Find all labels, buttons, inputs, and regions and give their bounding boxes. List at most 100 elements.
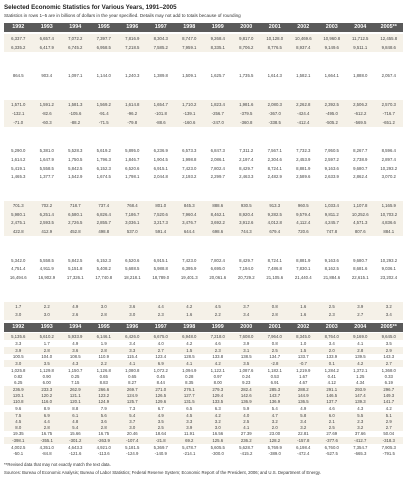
table-cell: -389.0 xyxy=(268,451,281,456)
table-cell: 10,960.8 xyxy=(323,36,341,41)
table-cell: 1,094.9 xyxy=(182,368,197,374)
subtitle: Statistics in rows 1–5 are in billions o… xyxy=(4,13,241,18)
table-cell: -84.8 xyxy=(41,451,52,456)
table-cell: 1,025.8 xyxy=(11,368,26,374)
table-cell: 8.9 xyxy=(43,405,50,411)
table-cell: 9,579.4 xyxy=(296,211,311,217)
table-cell: 4.34 xyxy=(356,380,365,386)
table-cell: 4.3 xyxy=(72,361,79,367)
table-cell: 7,964.0 xyxy=(267,334,282,339)
table-cell: 4.2 xyxy=(214,412,221,418)
table-cell: 133.9 xyxy=(326,354,338,360)
table-cell: 1,569.2 xyxy=(96,102,111,108)
table-cell: 6.0 xyxy=(328,412,335,418)
table-cell: 5,610.2 xyxy=(39,334,54,339)
table-cell: -791.5 xyxy=(382,451,395,456)
table-cell: 3.6 xyxy=(72,347,79,353)
table-cell: 2,738.9 xyxy=(353,157,368,162)
table-cell: 18,789.0 xyxy=(152,274,170,280)
table-cell: 9,163.6 xyxy=(324,257,339,263)
table-cell: 1.5 xyxy=(300,347,307,353)
table-cell: 8,881.9 xyxy=(296,165,311,171)
table-cell: -301.2 xyxy=(69,438,82,444)
table-cell: 27.39 xyxy=(240,431,252,437)
table-cell: 2.6 xyxy=(72,312,79,318)
table-cell: 4.4 xyxy=(157,303,164,309)
table-cell: 3.5 xyxy=(385,340,392,346)
table-cell: 2,855.7 xyxy=(96,220,111,226)
table-cell: 1.7 xyxy=(43,340,50,346)
table-cell: -91.4 xyxy=(98,110,109,116)
table-cell: 3.2 xyxy=(271,418,278,424)
table-cell: 4,911.9 xyxy=(39,266,54,272)
table-cell: -157.8 xyxy=(297,438,310,444)
table-cell: 126.5 xyxy=(155,392,167,398)
table-cell: 1,182.1 xyxy=(267,368,282,374)
year-header: 1993 xyxy=(40,24,53,30)
table-cell: 129.6 xyxy=(155,398,167,404)
header-band xyxy=(4,323,403,332)
table-cell: 2,726.5 xyxy=(68,220,83,226)
table-cell: 1,509.1 xyxy=(182,73,197,79)
table-cell: -424.4 xyxy=(297,110,310,116)
table-cell: 3.0 xyxy=(15,312,22,318)
table-cell: 4.1 xyxy=(186,361,193,367)
table-cell: 3.4 xyxy=(385,312,392,318)
table-cell: 8,920.4 xyxy=(239,211,254,217)
year-header: 1995 xyxy=(97,324,110,330)
table-cell: 1,888.0 xyxy=(353,73,368,79)
table-cell: 8,776.5 xyxy=(267,44,282,50)
table-cell: 2,506.2 xyxy=(353,102,368,108)
table-cell: 1,219.9 xyxy=(296,368,311,374)
table-cell: 9.23 xyxy=(242,380,251,386)
row-band xyxy=(4,201,403,237)
table-cell: 6.25 xyxy=(14,380,23,386)
table-cell: 2,197.4 xyxy=(239,157,254,162)
table-cell: 1,625.7 xyxy=(210,73,225,79)
table-cell: 5,605.5 xyxy=(210,445,225,450)
table-cell: 8,162.5 xyxy=(324,266,339,272)
table-cell: -505.2 xyxy=(325,119,338,125)
table-cell: -379.5 xyxy=(240,110,253,116)
table-cell: -472.4 xyxy=(297,451,310,456)
table-cell: 4,002.5 xyxy=(11,445,26,450)
table-cell: 120.1 xyxy=(69,398,81,404)
table-cell: 7,423.0 xyxy=(182,165,197,171)
table-cell: 4.8 xyxy=(72,418,79,424)
table-cell: 864.5 xyxy=(12,73,24,79)
table-cell: 913.3 xyxy=(269,203,281,209)
table-cell: 0.65 xyxy=(128,374,137,380)
table-cell: 4.2 xyxy=(186,303,193,309)
table-cell: 1,571.0 xyxy=(11,102,26,108)
table-cell: 22.81 xyxy=(297,431,309,437)
table-cell: 5,528.3 xyxy=(68,148,83,154)
table-cell: 5,181.5 xyxy=(125,445,140,450)
table-cell: 1,846.7 xyxy=(125,157,140,162)
table-cell: 1,033.4 xyxy=(324,203,339,209)
table-cell: 0.97 xyxy=(213,374,222,380)
table-cell: 679.4 xyxy=(269,228,281,234)
table-cell: 4.0 xyxy=(243,412,250,418)
table-cell: 100.5 xyxy=(12,354,24,360)
table-cell: 3.3 xyxy=(15,340,22,346)
table-cell: 4.1 xyxy=(243,424,250,430)
table-cell: 128.5 xyxy=(183,354,195,360)
table-cell: -60.3 xyxy=(41,119,52,125)
table-cell: 9,036.1 xyxy=(381,266,396,272)
table-cell: 2,086.1 xyxy=(210,157,225,162)
table-cell: 930.5 xyxy=(240,203,252,209)
table-cell: 17,740.8 xyxy=(95,274,113,280)
table-cell: 6,426.0 xyxy=(125,334,140,339)
table-cell: 104.0 xyxy=(41,354,53,360)
table-cell: 2.7 xyxy=(157,347,164,353)
table-cell: 10,128.0 xyxy=(266,36,284,41)
table-cell: -318.3 xyxy=(382,438,395,444)
table-cell: 1.0 xyxy=(300,340,307,346)
table-cell: 137.7 xyxy=(326,398,338,404)
table-cell: 136.9 xyxy=(269,398,281,404)
table-cell: 6,520.6 xyxy=(125,257,140,263)
table-cell: 4,571.3 xyxy=(353,220,368,226)
table-cell: 2.8 xyxy=(100,424,107,430)
table-cell: 3.2 xyxy=(300,424,307,430)
table-cell: 4,351.0 xyxy=(39,445,54,450)
